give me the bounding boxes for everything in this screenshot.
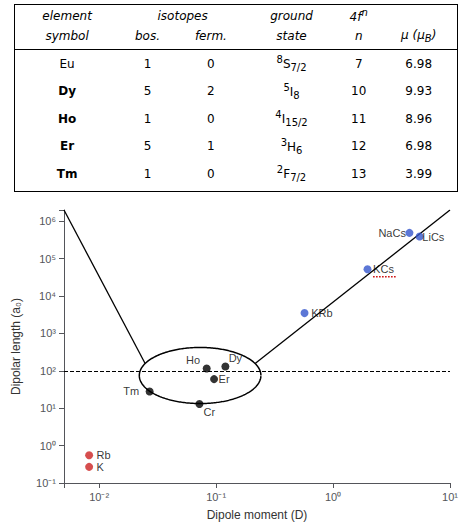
svg-text:10⁵: 10⁵ [39,253,56,265]
html-text:Er: Er [60,139,75,154]
html-text:4I15/2: 4I15/2 [275,109,308,129]
html-text:3H6: 3H6 [280,136,303,156]
svg-text:Cr: Cr [204,406,216,418]
html-text:8.96: 8.96 [405,111,432,126]
svg-text:Dipole moment (D): Dipole moment (D) [207,508,308,522]
svg-text:Er: Er [219,373,230,385]
html-text:ferm.: ferm. [194,29,227,44]
html-text:12: 12 [351,139,367,154]
html-text:Tm: Tm [56,166,78,181]
html-text:8S7/2: 8S7/2 [276,54,307,74]
html-text:ground: ground [270,8,313,23]
html-text:1: 1 [207,139,215,154]
html-text:0: 0 [207,57,215,72]
svg-text:LiCs: LiCs [422,231,445,243]
html-text:5I8: 5I8 [283,81,300,102]
html-text:9.93: 9.93 [405,84,432,99]
html-text:symbol: symbol [45,29,89,44]
html-text:μ (μB): μ (μB) [401,28,437,45]
html-text:2F7/2: 2F7/2 [276,164,307,184]
svg-text:Ho: Ho [186,354,200,366]
svg-text:10¹: 10¹ [40,402,56,414]
html-text:1: 1 [143,111,152,126]
svg-text:K: K [97,461,105,473]
html-text:Eu: Eu [59,57,75,72]
html-text:6.98: 6.98 [405,57,432,72]
svg-text:10⁻¹: 10⁻¹ [36,477,56,489]
svg-text:10¹: 10¹ [442,491,458,503]
svg-text:10²: 10² [40,365,56,377]
svg-text:KCs: KCs [373,263,394,275]
html-text:1: 1 [143,166,152,181]
svg-text:10⁰: 10⁰ [325,491,341,503]
svg-text:NaCs: NaCs [378,227,406,239]
html-text:isotopes: isotopes [157,8,208,23]
svg-text:Dy: Dy [229,352,243,364]
html-text:7: 7 [354,57,363,72]
svg-text:10³: 10³ [40,327,56,339]
html-text:Ho: Ho [58,111,77,126]
html-text:13: 13 [351,166,367,181]
html-text:5: 5 [143,84,152,99]
html-text:5: 5 [143,139,152,154]
svg-text:10⁴: 10⁴ [39,290,56,302]
svg-text:10⁻²: 10⁻² [89,491,109,503]
html-text:1: 1 [143,57,152,72]
html-text:4fn: 4fn [349,7,368,24]
html-text:element: element [42,8,92,23]
svg-text:10⁻¹: 10⁻¹ [206,491,226,503]
html-text:n: n [354,29,363,44]
svg-text:KRb: KRb [311,307,332,319]
html-text:bos.: bos. [135,29,160,44]
html-text:6.98: 6.98 [405,139,432,154]
html-text:0: 0 [207,111,215,126]
html-text:3.99: 3.99 [405,166,432,181]
svg-text:Tm: Tm [123,385,139,397]
html-text:10: 10 [351,84,367,99]
html-text:state: state [276,29,307,44]
svg-text:Rb: Rb [97,449,111,461]
svg-text:10⁶: 10⁶ [39,215,56,227]
html-text:2: 2 [207,84,215,99]
svg-text:10⁰: 10⁰ [40,440,56,452]
html-text:11: 11 [351,111,367,126]
html-text:Dy: Dy [58,84,76,99]
svg-text:Dipolar length (a₀): Dipolar length (a₀) [9,298,23,395]
html-text:0: 0 [207,166,215,181]
